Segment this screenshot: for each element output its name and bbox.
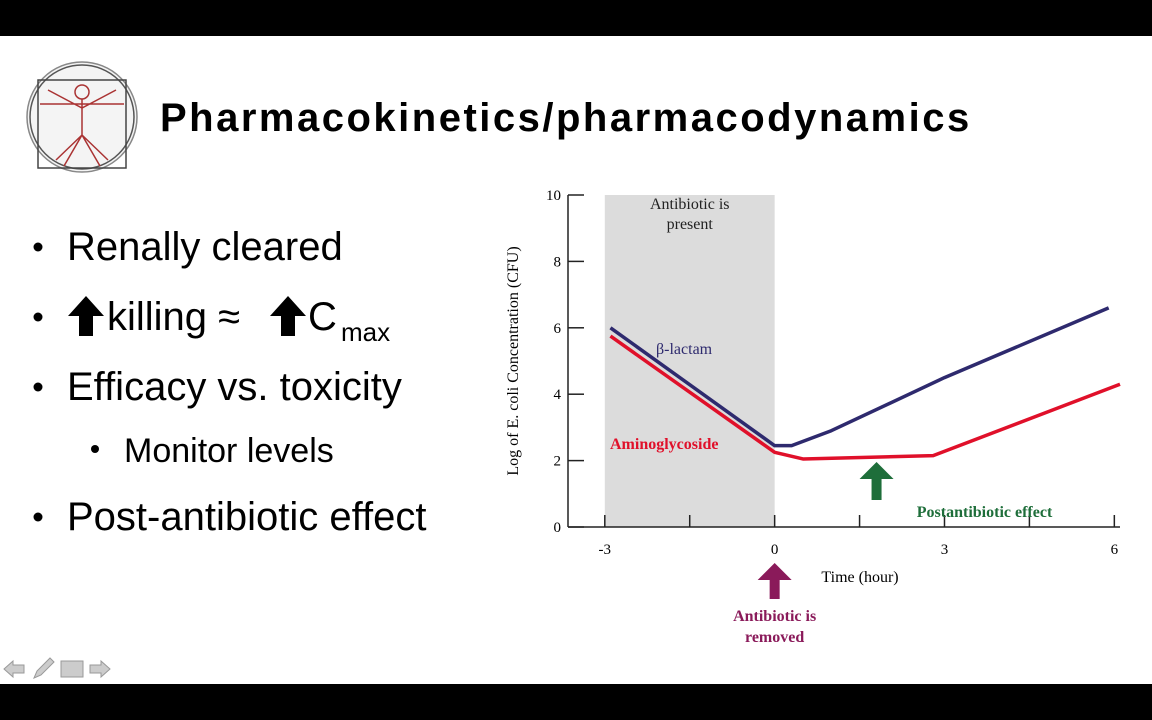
series-line (609, 334, 1121, 461)
y-tick-label: 10 (546, 188, 561, 204)
y-tick-label: 6 (554, 321, 562, 337)
bullet-text: Renally cleared (67, 225, 343, 269)
bullet-dot (33, 512, 43, 522)
annotation-text: Postantibiotic effect (917, 504, 1053, 521)
shaded-region (604, 195, 775, 527)
x-tick-label: -3 (599, 542, 612, 558)
bullet-dot (91, 445, 99, 453)
bullet-text: Monitor levels (124, 432, 334, 470)
up-arrow-icon (270, 296, 306, 336)
annotation-arrow (757, 563, 792, 599)
bullet-text: killing ≈ (107, 295, 240, 339)
menu-button[interactable] (60, 660, 84, 678)
slide-title: Pharmacokinetics/pharmacodynamics (160, 96, 972, 140)
subscript: max (341, 317, 390, 347)
series-line (609, 306, 1110, 448)
nav-controls[interactable] (3, 657, 111, 679)
annotation-text: Antibiotic is (733, 608, 816, 625)
bullet-dot (33, 242, 43, 252)
next-button[interactable] (89, 659, 111, 679)
y-axis-label: Log of E. coli Concentration (CFU) (505, 246, 522, 475)
y-tick-label: 4 (554, 387, 562, 403)
bullet-text: C (308, 295, 337, 339)
bullet-text: Post-antibiotic effect (67, 495, 426, 539)
x-tick-label: 6 (1111, 542, 1119, 558)
bullet-text: Efficacy vs. toxicity (67, 365, 402, 409)
y-tick-label: 0 (554, 520, 562, 536)
prev-button[interactable] (3, 659, 25, 679)
shaded-label: Antibiotic is (650, 196, 730, 213)
annotation-text: removed (745, 629, 804, 646)
y-tick-label: 8 (554, 254, 562, 270)
series-label: Aminoglycoside (610, 436, 718, 453)
slide (0, 36, 1152, 684)
bullet-dot (33, 312, 43, 322)
bullet-dot (33, 382, 43, 392)
pen-button[interactable] (33, 657, 55, 679)
logo (26, 61, 138, 173)
shaded-label: present (667, 216, 714, 233)
x-tick-label: 3 (941, 542, 949, 558)
x-tick-label: 0 (771, 542, 779, 558)
annotation-arrow (859, 462, 894, 500)
up-arrow-icon (68, 296, 104, 336)
y-tick-label: 2 (554, 454, 562, 470)
x-axis-label: Time (hour) (821, 569, 898, 586)
series-label: β-lactam (656, 341, 713, 358)
